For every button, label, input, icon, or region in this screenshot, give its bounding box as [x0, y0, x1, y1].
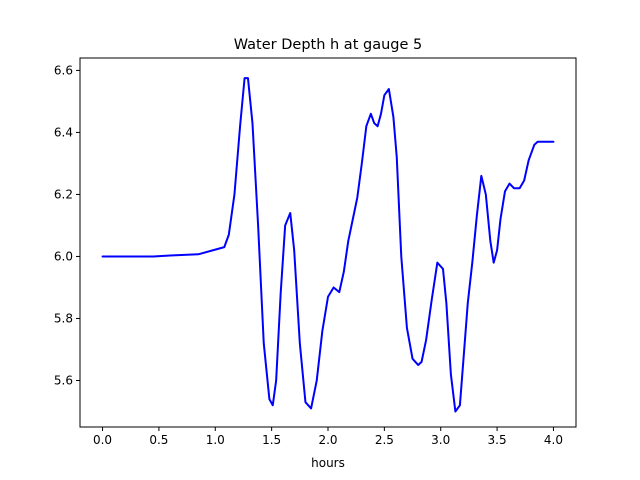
x-tick-label: 2.0 — [318, 433, 337, 447]
y-tick-label: 6.6 — [54, 63, 73, 77]
y-tick-label: 6.0 — [54, 249, 73, 263]
y-tick-label: 5.6 — [54, 373, 73, 387]
x-tick-label: 1.5 — [262, 433, 281, 447]
x-axis: 0.0 0.5 1.0 1.5 2.0 2.5 3.0 3.5 4.0 — [93, 427, 563, 447]
y-axis: 5.6 5.8 6.0 6.2 6.4 6.6 — [54, 63, 80, 387]
x-axis-title: hours — [311, 456, 345, 470]
y-tick-label: 6.4 — [54, 125, 73, 139]
y-tick-label: 5.8 — [54, 311, 73, 325]
x-tick-label: 4.0 — [544, 433, 563, 447]
x-tick-label: 1.0 — [206, 433, 225, 447]
x-tick-label: 3.0 — [431, 433, 450, 447]
series-line — [101, 77, 555, 413]
x-tick-label: 2.5 — [375, 433, 394, 447]
chart-title: Water Depth h at gauge 5 — [234, 37, 422, 53]
x-tick-label: 0.5 — [149, 433, 168, 447]
y-tick-label: 6.2 — [54, 187, 73, 201]
x-tick-label: 0.0 — [93, 433, 112, 447]
x-tick-label: 3.5 — [488, 433, 507, 447]
